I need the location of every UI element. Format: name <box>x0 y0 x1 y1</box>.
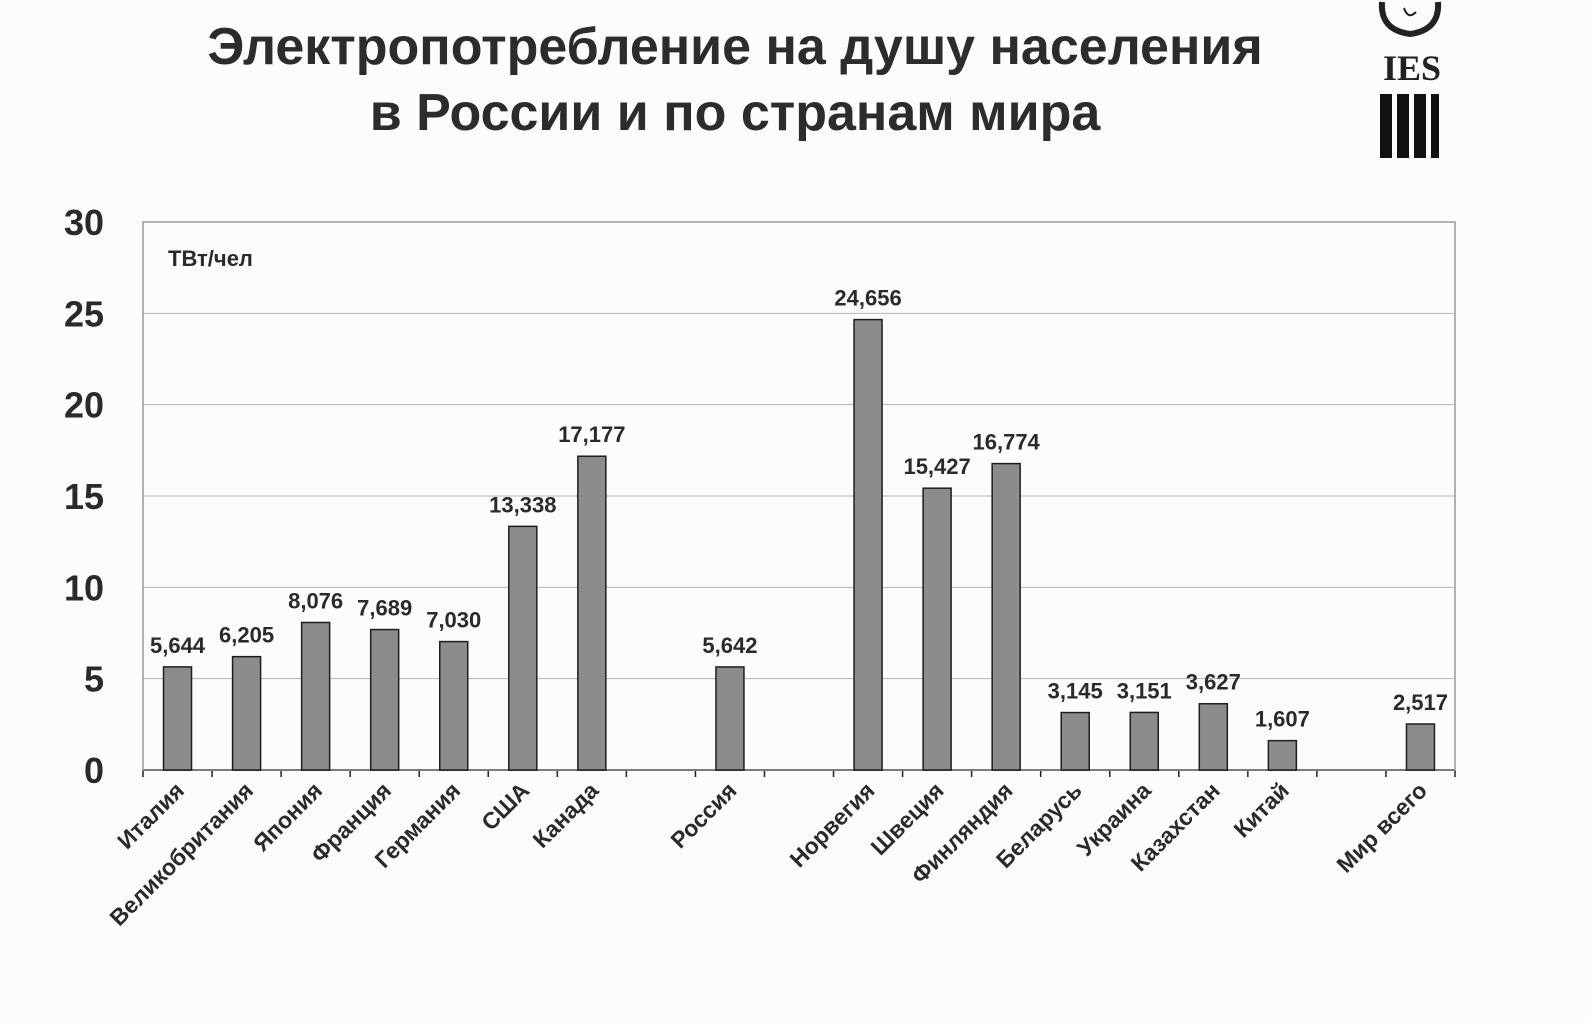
data-label: 7,030 <box>426 608 481 633</box>
y-tick-label: 25 <box>64 293 104 334</box>
y-tick-label: 20 <box>64 385 104 426</box>
bar <box>300 621 331 771</box>
data-label: 8,076 <box>288 588 343 613</box>
bars-layer <box>162 318 1436 771</box>
bar <box>231 655 262 771</box>
bar <box>577 455 607 771</box>
bar <box>991 462 1021 771</box>
chart-title-line-1: Электропотребление на душу населения <box>207 18 1263 76</box>
y-tick-label: 0 <box>84 750 104 791</box>
data-label: 3,145 <box>1048 679 1103 704</box>
y-tick-label: 5 <box>84 659 104 700</box>
bar <box>853 318 883 771</box>
data-label: 13,338 <box>489 492 556 517</box>
bar <box>369 628 400 771</box>
data-label: 3,151 <box>1117 678 1172 703</box>
chart-title: Электропотребление на душу населения в Р… <box>60 14 1410 146</box>
data-label: 6,205 <box>219 623 274 648</box>
plot-area <box>142 221 1456 771</box>
bar <box>1267 739 1298 771</box>
ies-logo: IES <box>1378 1 1441 158</box>
y-tick-label: 10 <box>64 567 104 608</box>
bar <box>1129 711 1160 771</box>
bar <box>1198 702 1229 771</box>
bar <box>715 666 745 771</box>
data-label: 5,644 <box>150 633 206 658</box>
bar <box>922 487 952 771</box>
data-label: 24,656 <box>834 286 901 311</box>
data-label: 5,642 <box>702 633 757 658</box>
logo-text: IES <box>1383 48 1441 88</box>
labels-layer: 5,644Италия6,205Великобритания8,076Япони… <box>104 286 1448 931</box>
bar <box>1060 711 1090 771</box>
data-label: 16,774 <box>973 430 1041 455</box>
x-tick-label: Китай <box>1229 777 1294 842</box>
bar <box>508 525 538 771</box>
data-label: 17,177 <box>558 422 625 447</box>
x-tick-label: Мир всего <box>1331 777 1432 878</box>
x-tick-label: Канада <box>528 777 604 853</box>
data-label: 7,689 <box>357 596 412 621</box>
chart-title-line-2: в России и по странам мира <box>369 84 1101 142</box>
grid-layer: 0 5 10 15 20 25 30 <box>64 202 1456 791</box>
y-axis-unit-label: ТВт/чел <box>168 246 253 271</box>
data-label: 15,427 <box>903 454 970 479</box>
x-tick-label: США <box>476 777 534 835</box>
y-tick-label: 30 <box>64 202 104 243</box>
bar <box>1405 723 1436 771</box>
data-label: 1,607 <box>1255 707 1310 732</box>
x-tick-label: Россия <box>665 777 741 853</box>
x-tick-label: Норвегия <box>784 777 879 872</box>
bar <box>162 666 193 771</box>
bar <box>438 640 469 771</box>
data-label: 3,627 <box>1186 670 1241 695</box>
data-label: 2,517 <box>1393 690 1448 715</box>
y-tick-label: 15 <box>64 476 104 517</box>
